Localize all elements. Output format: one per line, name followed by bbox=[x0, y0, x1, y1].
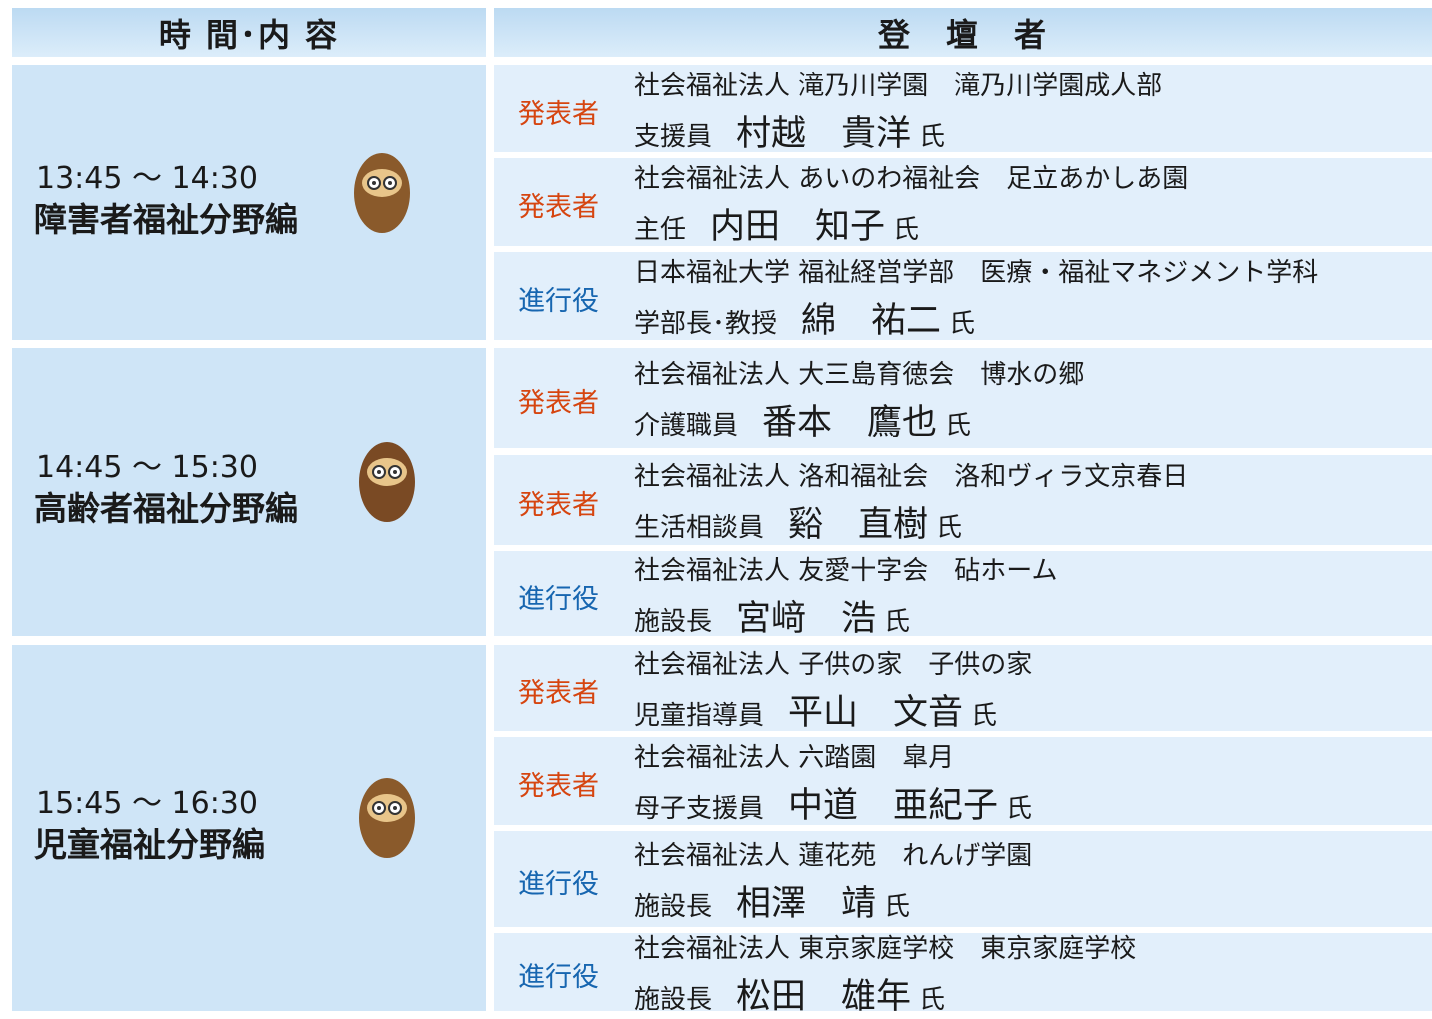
speaker-honorific: 氏 bbox=[949, 309, 976, 339]
speaker-position: 母子支援員 bbox=[634, 794, 765, 824]
speaker-honorific: 氏 bbox=[919, 985, 946, 1015]
speaker-row: 発表者 社会福祉法人 洛和福祉会 洛和ヴィラ文京春日 生活相談員谿 直樹氏 bbox=[494, 455, 1432, 545]
speaker-honorific: 氏 bbox=[893, 215, 920, 245]
section-cell: 15:45 ～ 16:30 児童福祉分野編 bbox=[12, 645, 486, 1011]
speaker-name: 内田 知子 bbox=[710, 207, 886, 247]
speaker-honorific: 氏 bbox=[945, 411, 972, 441]
speaker-name: 番本 鷹也 bbox=[762, 403, 938, 443]
section-cell: 13:45 ～ 14:30 障害者福祉分野編 bbox=[12, 65, 486, 340]
speaker-honorific: 氏 bbox=[936, 513, 963, 543]
speaker-role: 進行役 bbox=[518, 869, 599, 900]
speaker-name: 平山 文音 bbox=[788, 693, 964, 733]
speaker-name: 相澤 靖 bbox=[736, 884, 877, 924]
speaker-role: 発表者 bbox=[518, 98, 599, 130]
speaker-org: 日本福祉大学 福祉経営学部 医療・福祉マネジメント学科 bbox=[634, 258, 1319, 288]
speaker-name: 谿 直樹 bbox=[788, 505, 929, 545]
speaker-honorific: 氏 bbox=[884, 606, 911, 637]
speaker-org: 社会福祉法人 洛和福祉会 洛和ヴィラ文京春日 bbox=[634, 462, 1189, 492]
speaker-line: 施設長 相澤 靖氏 bbox=[634, 875, 910, 926]
speaker-position: 施設長 bbox=[634, 892, 713, 922]
speaker-position: 児童指導員 bbox=[634, 701, 765, 731]
mascot-icon bbox=[359, 442, 415, 522]
speaker-honorific: 氏 bbox=[971, 701, 998, 731]
speaker-row: 進行役 社会福祉法人 蓮花苑 れんげ学園 施設長 相澤 靖氏 bbox=[494, 831, 1432, 927]
speaker-position: 施設長 bbox=[634, 606, 713, 637]
speaker-org: 社会福祉法人 あいのわ福祉会 足立あかしあ園 bbox=[634, 164, 1189, 194]
speaker-line: 児童指導員 平山 文音氏 bbox=[634, 684, 997, 735]
speaker-role: 発表者 bbox=[518, 490, 599, 521]
speaker-row: 発表者 社会福祉法人 六踏園 皐月 母子支援員 中道 亜紀子氏 bbox=[494, 737, 1432, 828]
speaker-position: 施設長 bbox=[634, 985, 713, 1015]
speaker-row: 発表者 社会福祉法人 滝乃川学園 滝乃川学園成人部 支援員 村越 貴洋氏 bbox=[494, 65, 1432, 154]
speaker-org: 社会福祉法人 友愛十字会 砧ホーム bbox=[634, 555, 1058, 586]
mascot-icon bbox=[359, 778, 415, 858]
speaker-position: 生活相談員 bbox=[634, 513, 765, 543]
speaker-role: 発表者 bbox=[518, 771, 599, 802]
speaker-line: 施設長 宮﨑 浩氏 bbox=[634, 590, 910, 641]
speaker-name: 松田 雄年 bbox=[736, 977, 912, 1017]
speaker-position: 主任 bbox=[634, 215, 687, 245]
speaker-name: 綿 祐二 bbox=[801, 301, 942, 341]
section-title: 障害者福祉分野編 bbox=[34, 199, 298, 239]
speaker-org: 社会福祉法人 東京家庭学校 東京家庭学校 bbox=[634, 934, 1137, 964]
speaker-role: 進行役 bbox=[518, 583, 599, 615]
speaker-line: 生活相談員谿 直樹氏 bbox=[634, 496, 962, 547]
time-range: 15:45 ～ 16:30 bbox=[36, 786, 258, 821]
speaker-row: 進行役 日本福祉大学 福祉経営学部 医療・福祉マネジメント学科 学部長･教授綿 祐二… bbox=[494, 252, 1432, 343]
speaker-position: 介護職員 bbox=[634, 411, 739, 441]
time-range: 14:45 ～ 15:30 bbox=[36, 450, 258, 485]
speaker-position: 学部長･教授 bbox=[634, 309, 778, 339]
speaker-row: 進行役 社会福祉法人 友愛十字会 砧ホーム 施設長 宮﨑 浩氏 bbox=[494, 551, 1432, 639]
speaker-org: 社会福祉法人 六踏園 皐月 bbox=[634, 743, 955, 773]
speaker-name: 中道 亜紀子 bbox=[788, 786, 999, 826]
speaker-line: 学部長･教授綿 祐二氏 bbox=[634, 292, 975, 343]
speaker-line: 支援員 村越 貴洋氏 bbox=[634, 105, 945, 156]
speaker-org: 社会福祉法人 子供の家 子供の家 bbox=[634, 650, 1033, 680]
section-title: 高齢者福祉分野編 bbox=[34, 489, 298, 528]
time-range: 13:45 ～ 14:30 bbox=[36, 160, 258, 196]
section-cell: 14:45 ～ 15:30 高齢者福祉分野編 bbox=[12, 348, 486, 636]
speaker-honorific: 氏 bbox=[919, 121, 946, 152]
speaker-row: 発表者 社会福祉法人 大三島育徳会 博水の郷 介護職員 番本 鷹也氏 bbox=[494, 348, 1432, 448]
speaker-role: 発表者 bbox=[518, 388, 599, 419]
speaker-org: 社会福祉法人 大三島育徳会 博水の郷 bbox=[634, 360, 1085, 390]
speaker-org: 社会福祉法人 蓮花苑 れんげ学園 bbox=[634, 841, 1033, 871]
speaker-honorific: 氏 bbox=[884, 892, 911, 922]
section-title: 児童福祉分野編 bbox=[34, 825, 265, 864]
speaker-line: 介護職員 番本 鷹也氏 bbox=[634, 394, 971, 445]
speaker-role: 進行役 bbox=[518, 962, 599, 993]
speaker-line: 施設長 松田 雄年氏 bbox=[634, 968, 945, 1019]
speaker-line: 母子支援員 中道 亜紀子氏 bbox=[634, 777, 1032, 828]
speaker-row: 発表者 社会福祉法人 子供の家 子供の家 児童指導員 平山 文音氏 bbox=[494, 645, 1432, 733]
speaker-name: 宮﨑 浩 bbox=[736, 598, 877, 639]
speaker-role: 進行役 bbox=[518, 286, 599, 317]
speaker-row: 進行役 社会福祉法人 東京家庭学校 東京家庭学校 施設長 松田 雄年氏 bbox=[494, 933, 1432, 1017]
speaker-name: 村越 貴洋 bbox=[736, 113, 912, 154]
header-time: 時 間･内 容 bbox=[12, 8, 486, 57]
speaker-role: 発表者 bbox=[518, 192, 599, 223]
mascot-icon bbox=[354, 152, 410, 233]
speaker-row: 発表者 社会福祉法人 あいのわ福祉会 足立あかしあ園 主任 内田 知子氏 bbox=[494, 158, 1432, 249]
header-speaker: 登 壇 者 bbox=[494, 8, 1432, 57]
speaker-position: 支援員 bbox=[634, 121, 713, 152]
speaker-role: 発表者 bbox=[518, 678, 599, 709]
speaker-org: 社会福祉法人 滝乃川学園 滝乃川学園成人部 bbox=[634, 70, 1163, 101]
speaker-honorific: 氏 bbox=[1006, 794, 1033, 824]
speaker-line: 主任 内田 知子氏 bbox=[634, 198, 919, 249]
